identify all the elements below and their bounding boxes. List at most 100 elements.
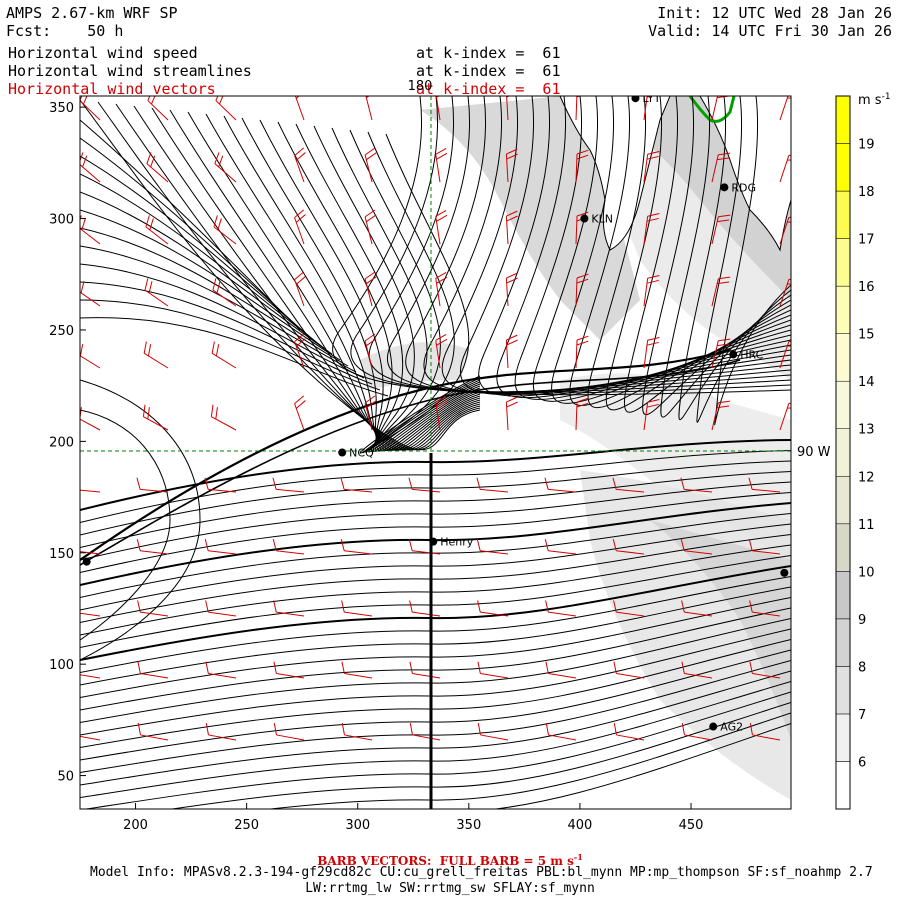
wind-barb-flag bbox=[75, 405, 77, 417]
wind-barb-flag bbox=[150, 96, 156, 105]
wind-barb-flag bbox=[365, 86, 375, 93]
wind-barb-flag bbox=[545, 723, 549, 736]
wind-barb-flag bbox=[218, 155, 224, 168]
colorbar-level-label: 7 bbox=[858, 708, 866, 723]
wind-barb-flag bbox=[273, 723, 277, 736]
streamline bbox=[80, 137, 309, 337]
wind-barb-flag bbox=[212, 278, 217, 291]
wind-barb-flag bbox=[718, 400, 731, 404]
wind-barb-flag bbox=[717, 157, 730, 161]
wind-barb-flag bbox=[204, 477, 209, 490]
wind-barb bbox=[752, 673, 781, 679]
wind-barb bbox=[140, 550, 169, 555]
field-name-wind-speed: Horizontal wind speed bbox=[8, 44, 198, 62]
wind-barb-flag bbox=[295, 214, 306, 223]
colorbar-level-label: 10 bbox=[858, 565, 875, 580]
streamline bbox=[80, 317, 389, 397]
colorbar-swatch bbox=[835, 238, 851, 287]
streamline bbox=[423, 96, 791, 394]
wind-barb-flag bbox=[476, 477, 481, 490]
wind-barb bbox=[412, 673, 441, 679]
wind-barb-flag bbox=[70, 600, 73, 612]
streamline bbox=[80, 173, 325, 349]
wind-barb-flag bbox=[272, 538, 277, 551]
streamline bbox=[80, 227, 349, 367]
colorbar-level-label: 13 bbox=[858, 423, 875, 438]
wind-barb bbox=[276, 673, 305, 679]
streamline bbox=[151, 107, 481, 451]
wind-barb bbox=[616, 673, 645, 679]
wind-barb-flag bbox=[436, 86, 446, 92]
wind-barb-flag bbox=[143, 341, 147, 354]
wind-barb-flag bbox=[646, 155, 659, 160]
streamline bbox=[80, 155, 317, 343]
wind-barb-flag bbox=[506, 334, 518, 341]
wind-barb-flag bbox=[295, 152, 306, 161]
wind-barb-flag bbox=[647, 399, 660, 403]
wind-barb-flag bbox=[216, 281, 221, 294]
streamline bbox=[514, 96, 791, 400]
station-label: NCQ bbox=[349, 447, 374, 460]
wind-barb-flag bbox=[364, 147, 376, 156]
station-label: HRC bbox=[740, 348, 763, 361]
streamline bbox=[332, 96, 791, 396]
wind-barb-flag bbox=[295, 86, 304, 94]
streamline bbox=[205, 113, 481, 451]
streamline bbox=[80, 209, 341, 361]
wind-barb-flag bbox=[205, 723, 209, 736]
station-label: LYT bbox=[642, 92, 660, 105]
streamline bbox=[642, 96, 791, 416]
station-label: KLN bbox=[591, 213, 613, 226]
colorbar-swatch bbox=[835, 95, 851, 144]
wind-barb-flag bbox=[435, 147, 447, 155]
wind-barb bbox=[752, 734, 781, 741]
wind-barb-flag bbox=[680, 477, 685, 490]
y-tick-label: 50 bbox=[57, 770, 74, 785]
streamline bbox=[80, 359, 741, 566]
wind-barb-flag bbox=[272, 477, 277, 490]
wind-barb-flag bbox=[647, 275, 660, 279]
wind-barb bbox=[412, 611, 441, 617]
wind-barb-flag bbox=[435, 395, 447, 403]
wind-barb-flag bbox=[477, 723, 481, 736]
streamline bbox=[532, 96, 791, 402]
wind-barb-flag bbox=[341, 600, 345, 613]
x-tick-label: 450 bbox=[679, 818, 704, 833]
wind-barb-flag bbox=[506, 401, 518, 408]
x-tick-label: 300 bbox=[345, 818, 370, 833]
wind-barb bbox=[548, 673, 577, 679]
station-marker bbox=[720, 183, 729, 192]
wind-barb-flag bbox=[340, 538, 345, 551]
wind-barb-flag bbox=[364, 209, 376, 218]
init-time: Init: 12 UTC Wed 28 Jan 26 bbox=[657, 4, 892, 22]
wind-barb-flag bbox=[273, 600, 277, 613]
wind-barb-flag bbox=[294, 209, 305, 219]
wind-barb-flag bbox=[81, 218, 86, 231]
wind-barb-flag bbox=[646, 217, 659, 222]
station-marker bbox=[429, 537, 438, 546]
wind-barb-flag bbox=[366, 338, 377, 347]
parallel-label: 90 W bbox=[797, 445, 831, 460]
field-name-wind-vectors: Horizontal wind vectors bbox=[8, 80, 216, 98]
wind-barb-flag bbox=[435, 333, 447, 341]
streamline bbox=[587, 96, 791, 409]
wind-barb-flag bbox=[294, 333, 305, 343]
wind-barb-flag bbox=[681, 661, 685, 674]
station-label: AG2 bbox=[720, 721, 743, 734]
colorbar-level-label: 16 bbox=[858, 280, 875, 295]
wind-barb bbox=[684, 550, 713, 555]
wind-barb-flag bbox=[576, 154, 589, 160]
wind-barb-flag bbox=[146, 152, 152, 164]
wind-barb-flag bbox=[82, 155, 88, 168]
streamline bbox=[359, 133, 481, 454]
wind-barb-flag bbox=[341, 723, 345, 736]
wind-barb bbox=[80, 735, 101, 741]
streamline bbox=[80, 191, 333, 355]
x-tick-label: 200 bbox=[123, 818, 148, 833]
wind-barb bbox=[752, 611, 781, 617]
streamline bbox=[569, 96, 791, 406]
wind-barb bbox=[208, 488, 237, 493]
wind-barb-flag bbox=[647, 151, 660, 155]
wind-barb-flag bbox=[506, 277, 518, 284]
